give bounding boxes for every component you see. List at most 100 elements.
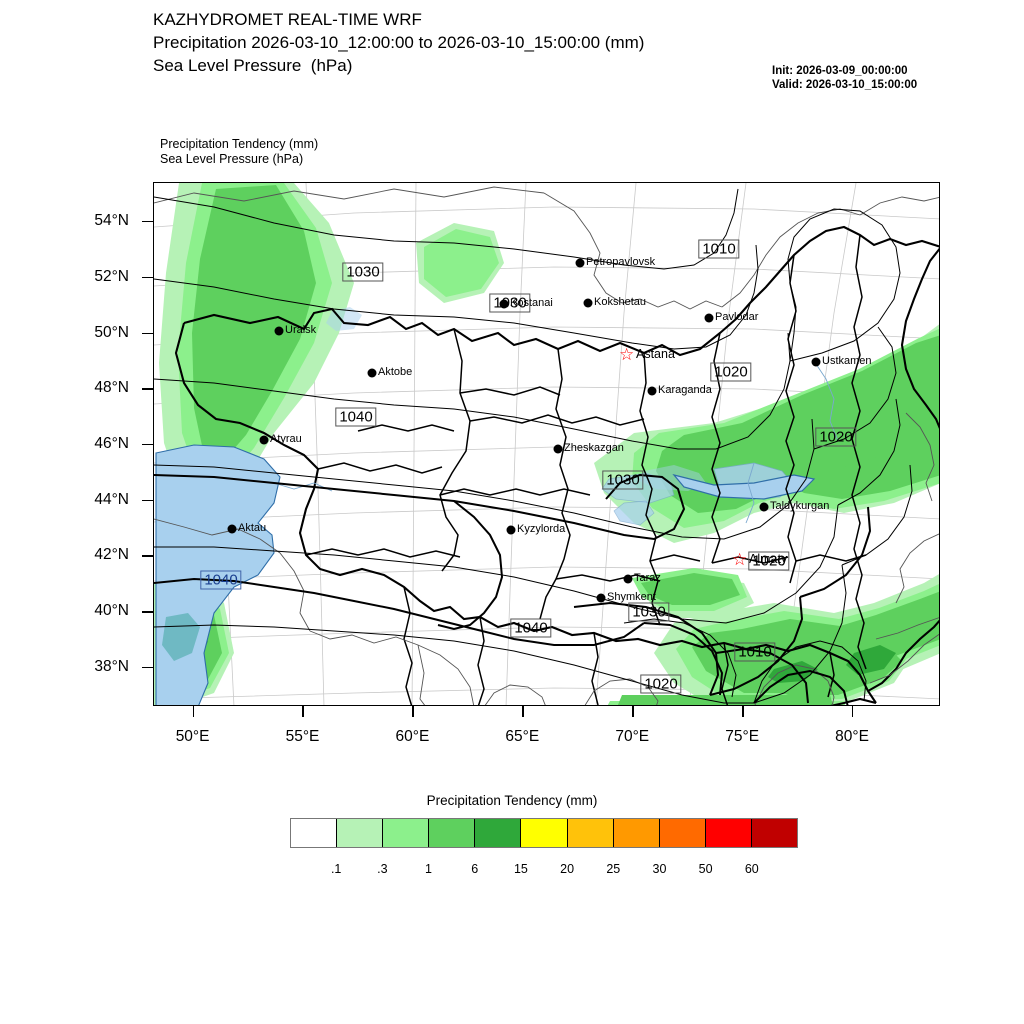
capital-star-icon: ☆ (732, 550, 748, 569)
colorbar-tick-label: 1 (425, 862, 433, 876)
init-time: Init: 2026-03-09_00:00:00 (772, 65, 908, 77)
latitude-tick-mark (142, 611, 153, 613)
city-marker-dot (575, 258, 585, 268)
city-marker-dot (274, 326, 284, 336)
city-marker-dot (499, 299, 509, 309)
colorbar-segment (521, 819, 568, 847)
colorbar (290, 818, 798, 848)
isobar-label: 1030 (602, 470, 644, 490)
capital-star-icon: ☆ (619, 345, 635, 364)
init-valid-block: Init: 2026-03-09_00:00:00 Valid: 2026-03… (772, 64, 917, 92)
city-marker-dot (623, 574, 633, 584)
city-label: Uralsk (285, 324, 317, 336)
city-label: Taraz (634, 572, 661, 584)
isobar-label: 1020 (815, 427, 857, 447)
country-border-kazakhstan (174, 225, 939, 705)
latitude-tick-label: 38°N (94, 657, 129, 675)
latitude-tick-mark (142, 332, 153, 334)
longitude-tick-mark (412, 706, 414, 717)
isobar-label: 1020 (640, 674, 682, 694)
colorbar-segment (383, 819, 430, 847)
longitude-tick-label: 50°E (175, 728, 210, 745)
longitude-tick-label: 60°E (395, 728, 430, 745)
header-line-precip: Precipitation 2026-03-10_12:00:00 to 202… (153, 33, 645, 52)
isobars-thin (154, 188, 913, 704)
city-label: Ustkamen (822, 355, 872, 367)
city-label-capital: Almaty (749, 552, 788, 566)
colorbar-tick-label: 25 (606, 862, 621, 876)
internal-borders (305, 234, 867, 705)
neighbour-outlines (154, 186, 939, 705)
colorbar-segment (337, 819, 384, 847)
longitude-tick-mark (742, 706, 744, 717)
city-label: Pavlodar (715, 311, 759, 323)
colorbar-tick-label: .1 (330, 862, 342, 876)
header-line-slp: Sea Level Pressure (hPa) (153, 56, 353, 75)
longitude-tick-label: 80°E (835, 728, 869, 745)
map-area[interactable] (153, 182, 940, 706)
city-marker-dot (596, 593, 606, 603)
city-marker-dot (759, 502, 769, 512)
colorbar-segment (659, 819, 706, 847)
isobar-label: 1010 (698, 239, 740, 259)
isobar-label: 1030 (342, 262, 384, 282)
longitude-axis: 50°E 55°E 60°E 65°E 70°E 75°E 80°E (153, 706, 940, 756)
subcaption-slp: Sea Level Pressure (hPa) (160, 152, 304, 166)
colorbar-title: Precipitation Tendency (mm) (426, 793, 598, 808)
city-label: Aktobe (378, 366, 413, 378)
colorbar-segment (613, 819, 660, 847)
header-line-model: KAZHYDROMET REAL-TIME WRF (153, 10, 422, 29)
valid-time: Valid: 2026-03-10_15:00:00 (772, 79, 918, 91)
city-marker-dot (227, 524, 237, 534)
longitude-tick-label: 55°E (285, 728, 320, 745)
city-label: Zheskazgan (564, 442, 624, 454)
colorbar-segment (751, 819, 798, 847)
isobar-label: 1040 (510, 618, 552, 638)
isobar-label: 1040 (335, 407, 377, 427)
latitude-tick-label: 46°N (94, 435, 129, 452)
isobars-thick (154, 473, 872, 705)
longitude-tick-mark (192, 706, 194, 717)
longitude-tick-label: 70°E (615, 728, 650, 745)
latitude-tick-label: 50°N (94, 323, 129, 341)
latitude-tick-label: 54°N (94, 212, 129, 230)
colorbar-segment (429, 819, 476, 847)
isobar-label: 1030 (489, 293, 531, 313)
isobar-label: 1010 (734, 642, 776, 662)
colorbar-tick-label: .3 (377, 862, 388, 876)
isobar-label: 1030 (628, 602, 670, 622)
city-label: Kostanai (510, 297, 553, 309)
latitude-tick-mark (142, 555, 153, 557)
latitude-tick-mark (142, 221, 153, 223)
city-marker-dot (811, 357, 821, 367)
longitude-tick-mark (302, 706, 304, 717)
latitude-tick-mark (142, 276, 153, 279)
longitude-tick-label: 75°E (725, 728, 760, 745)
subcaption-precip: Precipitation Tendency (mm) (160, 137, 319, 151)
water-bodies (155, 307, 816, 705)
city-marker-dot (367, 368, 377, 378)
city-label-capital: Astana (636, 347, 675, 361)
latitude-tick-label: 44°N (94, 490, 129, 508)
latitude-tick-mark (142, 499, 153, 502)
map-graphics (154, 183, 939, 705)
colorbar-segment (567, 819, 614, 847)
map-frame (153, 182, 940, 706)
latitude-tick-mark (142, 666, 153, 669)
city-marker-dot (259, 435, 269, 445)
colorbar-segment (475, 819, 522, 847)
colorbar-tick-label: 30 (652, 862, 667, 876)
colorbar-segment (705, 819, 752, 847)
latitude-tick-label: 40°N (94, 602, 129, 620)
latitude-tick-mark (142, 444, 153, 446)
colorbar-tick-label: 6 (471, 862, 479, 876)
colorbar-segment (291, 819, 338, 847)
colorbar-tick-label: 20 (560, 862, 575, 876)
colorbar-tick-label: 15 (513, 862, 528, 876)
city-label: Atyrau (270, 433, 302, 445)
longitude-tick-mark (632, 706, 634, 717)
city-label: Taldykurgan (770, 500, 830, 512)
city-marker-dot (583, 298, 593, 308)
city-marker-dot (506, 525, 516, 535)
